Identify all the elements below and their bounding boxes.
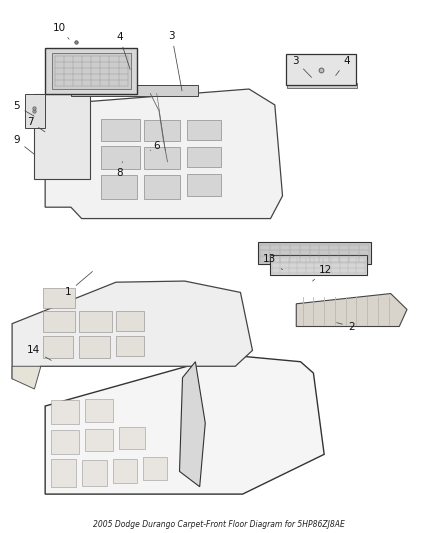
Text: 5: 5 (13, 101, 34, 116)
Text: 6: 6 (150, 141, 160, 151)
Text: 9: 9 (13, 135, 35, 155)
Polygon shape (25, 94, 45, 128)
Bar (85, 399, 113, 422)
Polygon shape (45, 355, 324, 494)
Bar (85, 429, 113, 451)
Polygon shape (286, 54, 357, 85)
Bar (187, 174, 221, 196)
Polygon shape (45, 89, 283, 219)
Polygon shape (258, 243, 371, 264)
Bar (81, 460, 106, 486)
Bar (43, 336, 73, 358)
Polygon shape (52, 53, 131, 89)
Text: 3: 3 (292, 55, 311, 77)
Bar (187, 120, 221, 140)
Bar (79, 336, 110, 358)
Polygon shape (180, 362, 205, 487)
Polygon shape (12, 281, 252, 379)
Polygon shape (287, 83, 357, 88)
Polygon shape (45, 48, 138, 94)
Polygon shape (34, 94, 90, 179)
Bar (51, 400, 79, 424)
Polygon shape (71, 85, 198, 96)
Bar (43, 288, 75, 308)
Bar (144, 457, 167, 480)
Text: 4: 4 (336, 55, 350, 76)
Bar (101, 118, 140, 141)
Bar (120, 427, 145, 449)
Bar (113, 459, 138, 483)
Text: 7: 7 (27, 117, 45, 132)
Bar (144, 120, 180, 141)
Text: 13: 13 (263, 254, 283, 270)
Text: 10: 10 (53, 23, 69, 39)
Bar (144, 175, 180, 199)
Bar (51, 431, 79, 454)
Polygon shape (270, 255, 367, 276)
Text: 3: 3 (169, 30, 182, 91)
Bar (79, 311, 112, 332)
Bar (116, 336, 144, 356)
Polygon shape (296, 294, 407, 327)
Bar (101, 146, 140, 168)
Bar (144, 147, 180, 168)
Bar (101, 175, 138, 199)
Text: 1: 1 (64, 271, 92, 297)
Bar (43, 311, 75, 332)
Text: 2005 Dodge Durango Carpet-Front Floor Diagram for 5HP86ZJ8AE: 2005 Dodge Durango Carpet-Front Floor Di… (93, 520, 345, 529)
Text: 2: 2 (337, 321, 354, 332)
Bar (51, 459, 76, 487)
Text: 12: 12 (313, 265, 332, 281)
Text: 8: 8 (116, 161, 123, 178)
Text: 4: 4 (116, 32, 130, 69)
Bar (187, 147, 221, 167)
Text: 14: 14 (27, 345, 51, 360)
Bar (116, 311, 144, 331)
Polygon shape (12, 366, 41, 389)
